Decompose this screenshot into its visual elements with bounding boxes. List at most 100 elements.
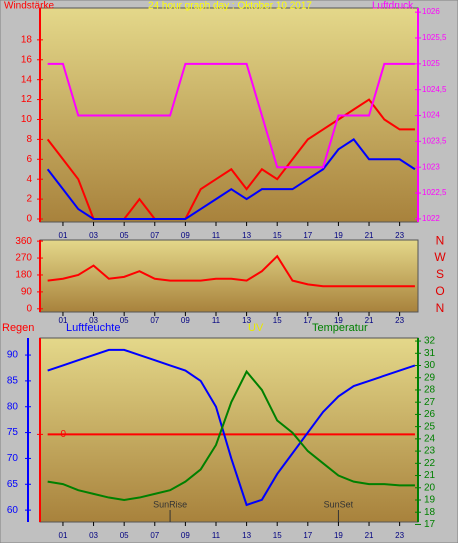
y-tick-label: 65 [7, 479, 19, 490]
y2-tick-label: 1022,5 [422, 188, 447, 197]
x-tick-label: 05 [120, 531, 129, 540]
y-tick-label: 90 [7, 350, 19, 361]
y-tick-label: 6 [26, 154, 32, 165]
y2-tick-label: 1024,5 [422, 85, 447, 94]
y2-tick-label: 1026 [422, 7, 440, 16]
y2-tick-label: 21 [424, 470, 436, 481]
x-tick-label: 23 [395, 316, 404, 325]
y2-tick-label: N [436, 301, 445, 315]
y-tick-label: 16 [21, 54, 33, 65]
y2-tick-label: 30 [424, 360, 436, 371]
y-tick-label: 4 [26, 174, 32, 185]
x-tick-label: 13 [242, 231, 251, 240]
x-tick-label: 13 [242, 531, 251, 540]
x-tick-label: 17 [303, 316, 312, 325]
y2-tick-label: 1024 [422, 111, 440, 120]
y2-tick-label: 1023 [422, 162, 440, 171]
y-tick-label: 360 [15, 236, 32, 247]
x-tick-label: 11 [212, 531, 221, 540]
y-tick-label: 90 [21, 287, 33, 298]
y2-tick-label: W [434, 250, 446, 264]
y2-axis-label: Luftdruck [372, 1, 414, 12]
chart-title: 24 hour graph day : Oktober 10 2017 [148, 1, 312, 12]
y2-tick-label: 24 [424, 434, 436, 445]
y-tick-label: 80 [7, 401, 19, 412]
y-tick-label: 0 [26, 214, 32, 225]
y-tick-label: 14 [21, 74, 33, 85]
y2-tick-label: 1022 [422, 214, 440, 223]
x-tick-label: 01 [59, 231, 68, 240]
y2-tick-label: S [436, 267, 444, 281]
y2-tick-label: 26 [424, 409, 436, 420]
x-tick-label: 03 [89, 531, 98, 540]
series-line [47, 62, 415, 169]
y2-tick-label: 19 [424, 495, 436, 506]
y-tick-label: 60 [7, 505, 19, 516]
x-tick-label: 01 [59, 316, 68, 325]
y-tick-label: 85 [7, 376, 19, 387]
y-tick-label: 70 [7, 453, 19, 464]
y2-tick-label: 1025 [422, 59, 440, 68]
y-tick-label: 10 [21, 114, 33, 125]
y-tick-label: 270 [15, 253, 32, 264]
x-tick-label: 05 [120, 231, 129, 240]
x-tick-label: 19 [334, 316, 343, 325]
x-tick-label: 03 [89, 231, 98, 240]
x-tick-label: 21 [365, 316, 374, 325]
x-tick-label: 11 [212, 231, 221, 240]
y2-tick-label: 23 [424, 446, 436, 457]
x-tick-label: 15 [273, 316, 282, 325]
x-tick-label: 07 [150, 231, 159, 240]
y2-tick-label: N [436, 233, 445, 247]
y2-tick-label: 32 [424, 336, 436, 347]
x-tick-label: 11 [212, 316, 221, 325]
x-tick-label: 17 [303, 531, 312, 540]
x-tick-label: 15 [273, 231, 282, 240]
y-tick-label: 18 [21, 34, 33, 45]
x-tick-label: 07 [150, 531, 159, 540]
series-line [46, 138, 416, 221]
series-line [47, 348, 416, 507]
x-tick-label: 17 [303, 231, 312, 240]
y-axis-label: Windstärke [4, 1, 54, 12]
x-tick-label: 23 [395, 231, 404, 240]
y2-tick-label: 20 [424, 482, 436, 493]
legend-label: Luftfeuchte [66, 322, 120, 334]
x-tick-label: 09 [181, 316, 190, 325]
y2-tick-label: 1023,5 [422, 136, 447, 145]
y2-tick-label: O [435, 284, 444, 298]
legend-label: Temperatur [312, 322, 368, 334]
x-tick-label: 09 [181, 231, 190, 240]
y2-tick-label: 28 [424, 385, 436, 396]
plot-area [39, 337, 419, 523]
legend-label: UV [248, 322, 264, 334]
y-tick-label: 0 [26, 303, 32, 314]
y-tick-label: 12 [21, 94, 33, 105]
x-tick-label: 05 [120, 316, 129, 325]
y2-tick-label: 25 [424, 421, 436, 432]
y2-tick-label: 1025,5 [422, 33, 447, 42]
y2-tick-label: 18 [424, 507, 436, 518]
x-tick-label: 03 [89, 316, 98, 325]
x-tick-label: 21 [365, 531, 374, 540]
x-tick-label: 19 [334, 231, 343, 240]
x-tick-label: 23 [395, 531, 404, 540]
plot-area [39, 239, 419, 313]
x-tick-label: 01 [59, 531, 68, 540]
y2-tick-label: 22 [424, 458, 436, 469]
series-line [47, 369, 415, 502]
x-tick-label: 21 [365, 231, 374, 240]
y-tick-label: 8 [26, 134, 32, 145]
legend-label: Regen [2, 322, 34, 334]
y-tick-label: 180 [15, 270, 32, 281]
y2-tick-label: 17 [424, 519, 436, 530]
x-tick-label: 13 [242, 316, 251, 325]
x-tick-label: 09 [181, 531, 190, 540]
x-tick-label: 19 [334, 531, 343, 540]
y2-tick-label: 29 [424, 372, 436, 383]
x-tick-label: 07 [150, 316, 159, 325]
y-tick-label: 75 [7, 427, 19, 438]
y2-tick-label: 31 [424, 348, 436, 359]
x-tick-label: 15 [273, 531, 282, 540]
